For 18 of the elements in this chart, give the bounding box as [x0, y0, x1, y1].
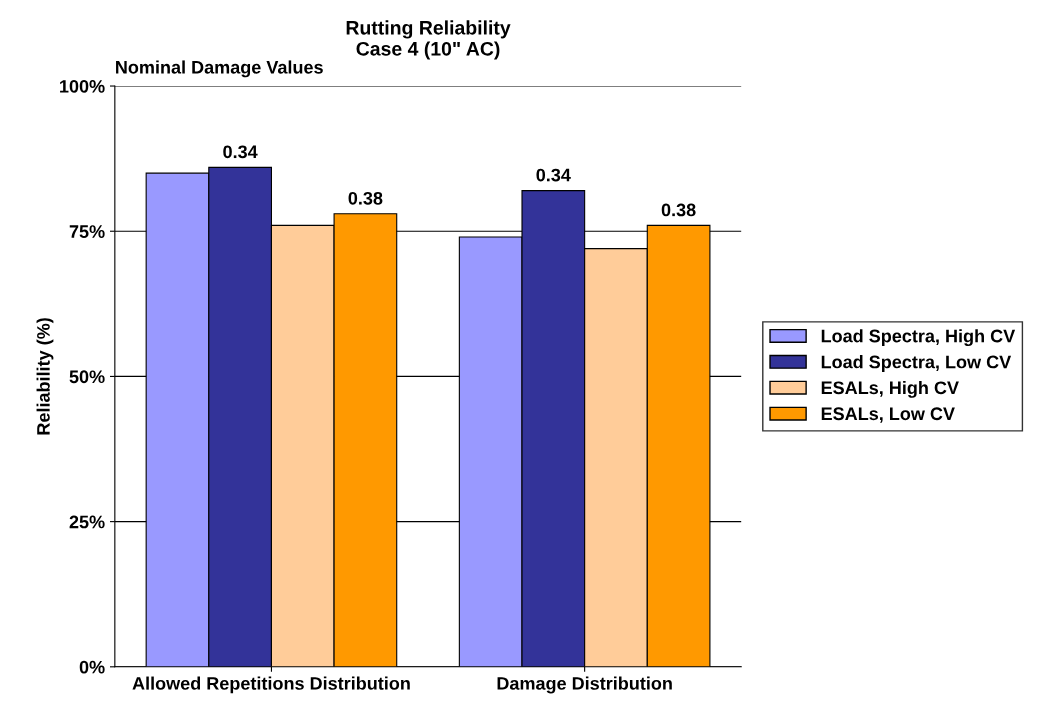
legend-label: ESALs, High CV — [821, 380, 959, 398]
annotation: 0.34 — [536, 168, 571, 182]
legend-label: Load Spectra, Low CV — [821, 355, 1012, 372]
y-tick-label: 50% — [69, 370, 105, 384]
x-tick-label: Damage Distribution — [497, 676, 672, 694]
y-tick-label: 100% — [60, 79, 105, 93]
text: Nominal Damage Values — [116, 60, 323, 78]
legend-label: Load Spectra, High CV — [821, 329, 1016, 347]
annotation: 0.34 — [223, 145, 258, 159]
chart-title: Rutting Reliability Case 4 (10" AC) — [346, 20, 511, 60]
y-tick-label: 25% — [69, 515, 105, 529]
y-axis-title: Reliability (%) — [36, 318, 54, 435]
y-tick-label: 0% — [79, 660, 105, 674]
x-tick-label: Allowed Repetitions Distribution — [132, 676, 410, 694]
legend-label: ESALs, Low CV — [821, 407, 955, 423]
annotation: 0.38 — [348, 191, 383, 205]
annotation: 0.38 — [661, 203, 696, 217]
y-tick-label: 75% — [69, 225, 105, 238]
